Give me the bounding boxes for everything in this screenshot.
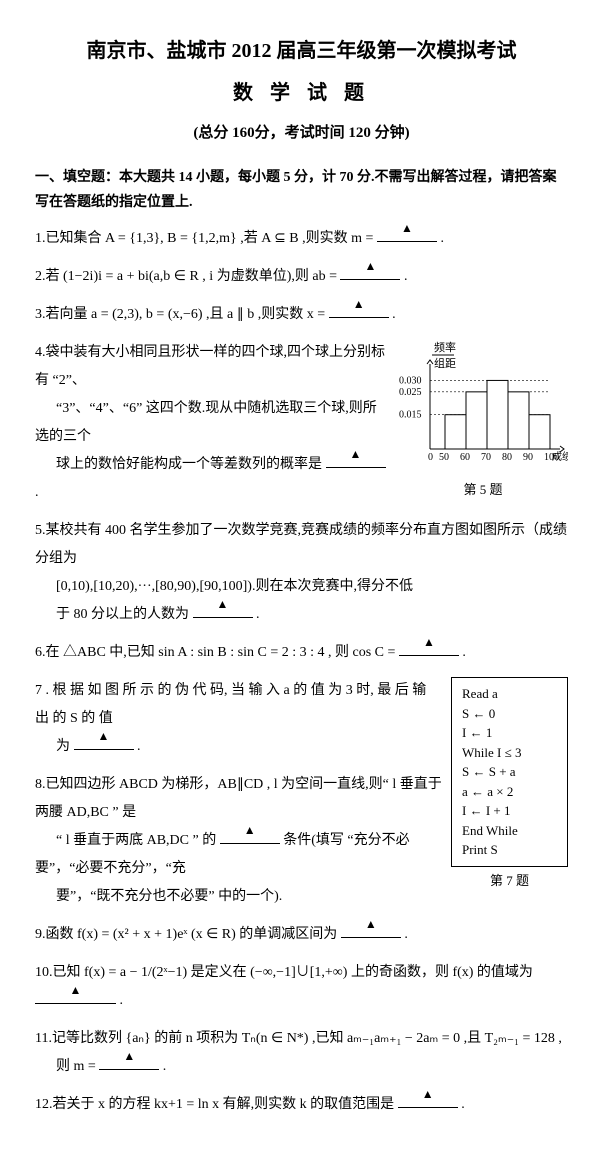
period: . xyxy=(461,1097,465,1112)
period: . xyxy=(256,607,260,622)
svg-text:0.015: 0.015 xyxy=(399,410,422,421)
histogram-svg: 频率组距0.0300.0250.01505060708090100成绩 xyxy=(398,339,568,469)
q5-l1: 5.某校共有 400 名学生参加了一次数学竞赛,竞赛成绩的频率分布直方图如图所示… xyxy=(35,523,567,566)
blank xyxy=(220,829,280,844)
section-1-header: 一、填空题：本大题共 14 小题，每小题 5 分，计 70 分.不需写出解答过程… xyxy=(35,165,568,215)
histogram-caption: 第 5 题 xyxy=(398,480,568,501)
question-5: 5.某校共有 400 名学生参加了一次数学竞赛,竞赛成绩的频率分布直方图如图所示… xyxy=(35,517,568,629)
code-line: I ← I + 1 xyxy=(462,801,557,821)
blank xyxy=(399,641,459,656)
q10-l1: 10.已知 f(x) = a − 1/(2ˣ−1) 是定义在 (−∞,−1]∪[… xyxy=(35,965,533,980)
q4-l2: “3”、“4”、“6” 这四个数.现从中随机选取三个球,则所选的三个 xyxy=(35,401,377,444)
period: . xyxy=(163,1059,167,1074)
q1-text: 1.已知集合 A = {1,3}, B = {1,2,m} ,若 A ⊆ B ,… xyxy=(35,231,373,246)
code-line: While I ≤ 3 xyxy=(462,743,557,763)
blank xyxy=(398,1093,458,1108)
svg-text:成绩: 成绩 xyxy=(552,450,568,463)
svg-text:90: 90 xyxy=(523,452,533,463)
question-6: 6.在 △ABC 中,已知 sin A : sin B : sin C = 2 … xyxy=(35,639,568,667)
period: . xyxy=(404,927,408,942)
svg-text:80: 80 xyxy=(502,452,512,463)
svg-text:组距: 组距 xyxy=(434,356,456,370)
code-line: End While xyxy=(462,821,557,841)
code-line: a ← a × 2 xyxy=(462,782,557,802)
pseudocode-figure: Read aS ← 0I ← 1While I ≤ 3 S ← S + a a … xyxy=(451,677,568,891)
q8-l1: 8.已知四边形 ABCD 为梯形，AB∥CD , l 为空间一直线,则“ l 垂… xyxy=(35,777,442,820)
blank xyxy=(341,923,401,938)
blank xyxy=(329,303,389,318)
blank xyxy=(35,989,116,1004)
q3-text: 3.若向量 a = (2,3), b = (x,−6) ,且 a ∥ b ,则实… xyxy=(35,307,325,322)
period: . xyxy=(440,231,444,246)
q12-text: 12.若关于 x 的方程 kx+1 = ln x 有解,则实数 k 的取值范围是 xyxy=(35,1097,394,1112)
svg-text:0.030: 0.030 xyxy=(399,376,422,387)
blank xyxy=(340,265,400,280)
blank xyxy=(377,227,437,242)
q8-l2: “ l 垂直于两底 AB,DC ” 的 xyxy=(35,833,216,848)
code-line: I ← 1 xyxy=(462,723,557,743)
q7-l2: 为 xyxy=(35,739,70,754)
q11-l2: 则 m = xyxy=(35,1059,96,1074)
q2-text: 2.若 (1−2i)i = a + bi(a,b ∈ R , i 为虚数单位),… xyxy=(35,269,337,284)
svg-text:70: 70 xyxy=(481,452,491,463)
code-line: S ← S + a xyxy=(462,762,557,782)
q4-l3: 球上的数恰好能构成一个等差数列的概率是 xyxy=(35,457,322,472)
q4-l1: 4.袋中装有大小相同且形状一样的四个球,四个球上分别标有 “2”、 xyxy=(35,345,385,388)
period: . xyxy=(120,993,124,1008)
question-3: 3.若向量 a = (2,3), b = (x,−6) ,且 a ∥ b ,则实… xyxy=(35,301,568,329)
question-12: 12.若关于 x 的方程 kx+1 = ln x 有解,则实数 k 的取值范围是… xyxy=(35,1091,568,1119)
svg-text:0.025: 0.025 xyxy=(399,387,422,398)
exam-title-line2: 数 学 试 题 xyxy=(35,77,568,109)
code-line: S ← 0 xyxy=(462,704,557,724)
question-9: 9.函数 f(x) = (x² + x + 1)eˣ (x ∈ R) 的单调减区… xyxy=(35,921,568,949)
question-10: 10.已知 f(x) = a − 1/(2ˣ−1) 是定义在 (−∞,−1]∪[… xyxy=(35,959,568,1015)
blank xyxy=(74,735,134,750)
q7-l1: 7 . 根 据 如 图 所 示 的 伪 代 码, 当 输 入 a 的 值 为 3… xyxy=(35,683,426,726)
code-line: Print S xyxy=(462,840,557,860)
q6-text: 6.在 △ABC 中,已知 sin A : sin B : sin C = 2 … xyxy=(35,645,395,660)
blank xyxy=(99,1055,159,1070)
q11-l1: 11.记等比数列 {aₙ} 的前 n 项积为 Tₙ(n ∈ N*) ,已知 aₘ… xyxy=(35,1031,562,1046)
blank xyxy=(193,603,253,618)
code-line: Read a xyxy=(462,684,557,704)
svg-text:50: 50 xyxy=(439,452,449,463)
q8-l4: 要”，“既不充分也不必要” 中的一个). xyxy=(35,889,282,904)
period: . xyxy=(137,739,141,754)
question-1: 1.已知集合 A = {1,3}, B = {1,2,m} ,若 A ⊆ B ,… xyxy=(35,225,568,253)
exam-title-line1: 南京市、盐城市 2012 届高三年级第一次模拟考试 xyxy=(35,35,568,67)
period: . xyxy=(35,485,39,500)
q9-text: 9.函数 f(x) = (x² + x + 1)eˣ (x ∈ R) 的单调减区… xyxy=(35,927,337,942)
svg-text:0: 0 xyxy=(428,452,433,463)
exam-info: (总分 160分，考试时间 120 分钟) xyxy=(35,121,568,145)
question-2: 2.若 (1−2i)i = a + bi(a,b ∈ R , i 为虚数单位),… xyxy=(35,263,568,291)
svg-text:60: 60 xyxy=(460,452,470,463)
period: . xyxy=(462,645,466,660)
period: . xyxy=(404,269,408,284)
histogram-figure: 频率组距0.0300.0250.01505060708090100成绩 第 5 … xyxy=(398,339,568,500)
svg-text:频率: 频率 xyxy=(434,340,456,354)
period: . xyxy=(392,307,396,322)
pseudocode-caption: 第 7 题 xyxy=(451,871,568,892)
q5-l3: 于 80 分以上的人数为 xyxy=(35,607,189,622)
blank xyxy=(326,453,386,468)
pseudocode-box: Read aS ← 0I ← 1While I ≤ 3 S ← S + a a … xyxy=(451,677,568,867)
question-11: 11.记等比数列 {aₙ} 的前 n 项积为 Tₙ(n ∈ N*) ,已知 aₘ… xyxy=(35,1025,568,1081)
